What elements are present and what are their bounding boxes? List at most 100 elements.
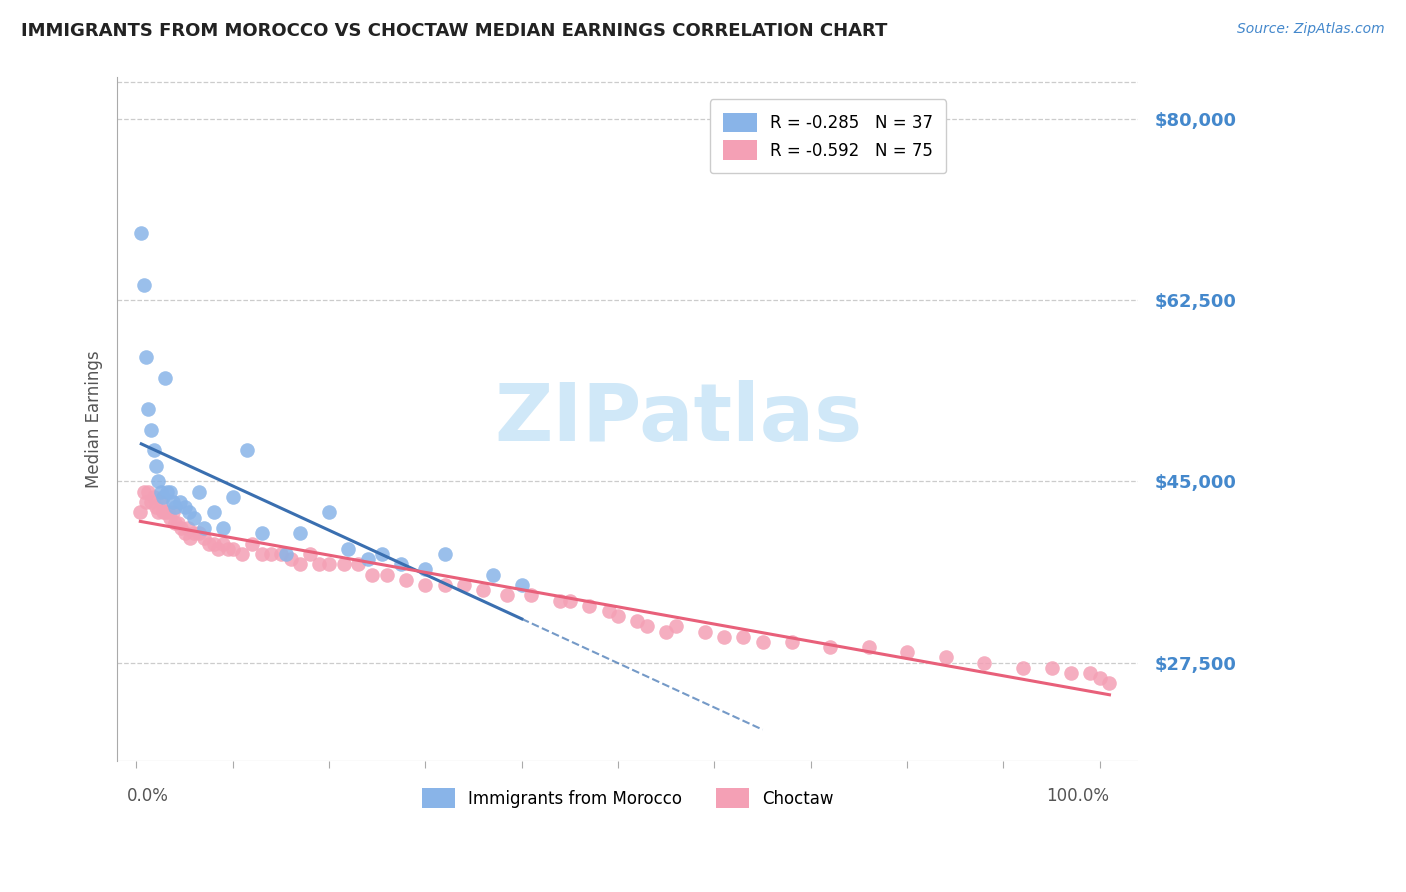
Point [159, 510, 181, 524]
Point [347, 558, 370, 572]
Point [156, 484, 179, 499]
Point [179, 506, 201, 520]
Y-axis label: Median Earnings: Median Earnings [86, 351, 103, 488]
Point [217, 541, 239, 556]
Point [578, 599, 600, 613]
Point [135, 495, 157, 509]
Legend: Immigrants from Morocco, Choctaw: Immigrants from Morocco, Choctaw [415, 781, 841, 814]
Point [149, 484, 172, 499]
Point [858, 640, 880, 654]
Point [371, 547, 394, 561]
Point [818, 640, 841, 654]
Point [415, 562, 437, 576]
Point [356, 552, 378, 566]
Point [212, 521, 235, 535]
Point [193, 532, 215, 546]
Point [308, 558, 330, 572]
Point [142, 490, 165, 504]
Point [693, 624, 716, 639]
Point [1078, 666, 1101, 681]
Point [222, 490, 245, 504]
Point [176, 521, 198, 535]
Text: 0.0%: 0.0% [127, 787, 169, 805]
Point [134, 484, 156, 499]
Point [157, 506, 180, 520]
Point [270, 547, 292, 561]
Point [395, 573, 418, 587]
Point [163, 500, 186, 515]
Point [453, 578, 475, 592]
Point [212, 536, 235, 550]
Point [250, 526, 273, 541]
Point [290, 526, 312, 541]
Point [733, 630, 755, 644]
Point [139, 495, 162, 509]
Point [415, 578, 437, 592]
Point [250, 547, 273, 561]
Point [655, 624, 678, 639]
Point [665, 619, 688, 633]
Point [170, 521, 193, 535]
Point [558, 593, 581, 607]
Point [935, 650, 957, 665]
Point [375, 567, 398, 582]
Point [1088, 671, 1111, 685]
Point [240, 536, 263, 550]
Point [510, 578, 533, 592]
Point [332, 558, 354, 572]
Text: ZIPatlas: ZIPatlas [495, 380, 863, 458]
Point [162, 506, 184, 520]
Point [780, 635, 803, 649]
Point [129, 506, 152, 520]
Point [179, 532, 201, 546]
Point [163, 516, 186, 530]
Point [318, 558, 340, 572]
Point [298, 547, 321, 561]
Point [173, 526, 195, 541]
Point [1040, 661, 1063, 675]
Point [274, 547, 297, 561]
Point [207, 541, 229, 556]
Point [482, 567, 505, 582]
Point [129, 226, 152, 240]
Text: Source: ZipAtlas.com: Source: ZipAtlas.com [1237, 22, 1385, 37]
Point [188, 484, 211, 499]
Point [183, 526, 205, 541]
Point [318, 506, 340, 520]
Point [142, 443, 165, 458]
Point [626, 614, 648, 628]
Point [896, 645, 918, 659]
Point [260, 547, 283, 561]
Point [139, 423, 162, 437]
Point [1011, 661, 1033, 675]
Point [280, 552, 302, 566]
Point [134, 277, 156, 292]
Point [188, 526, 211, 541]
Point [231, 547, 253, 561]
Point [135, 350, 157, 364]
Point [751, 635, 773, 649]
Point [389, 558, 412, 572]
Point [169, 495, 191, 509]
Point [152, 490, 174, 504]
Point [496, 588, 519, 602]
Point [155, 371, 177, 385]
Point [152, 506, 174, 520]
Point [145, 458, 167, 473]
Point [520, 588, 543, 602]
Point [202, 506, 225, 520]
Point [193, 521, 215, 535]
Point [636, 619, 658, 633]
Point [146, 506, 169, 520]
Point [337, 541, 360, 556]
Point [136, 484, 159, 499]
Text: IMMIGRANTS FROM MOROCCO VS CHOCTAW MEDIAN EARNINGS CORRELATION CHART: IMMIGRANTS FROM MOROCCO VS CHOCTAW MEDIA… [21, 22, 887, 40]
Point [159, 484, 181, 499]
Point [145, 500, 167, 515]
Point [1060, 666, 1083, 681]
Point [607, 609, 630, 624]
Point [202, 536, 225, 550]
Point [146, 475, 169, 489]
Point [162, 495, 184, 509]
Point [197, 536, 219, 550]
